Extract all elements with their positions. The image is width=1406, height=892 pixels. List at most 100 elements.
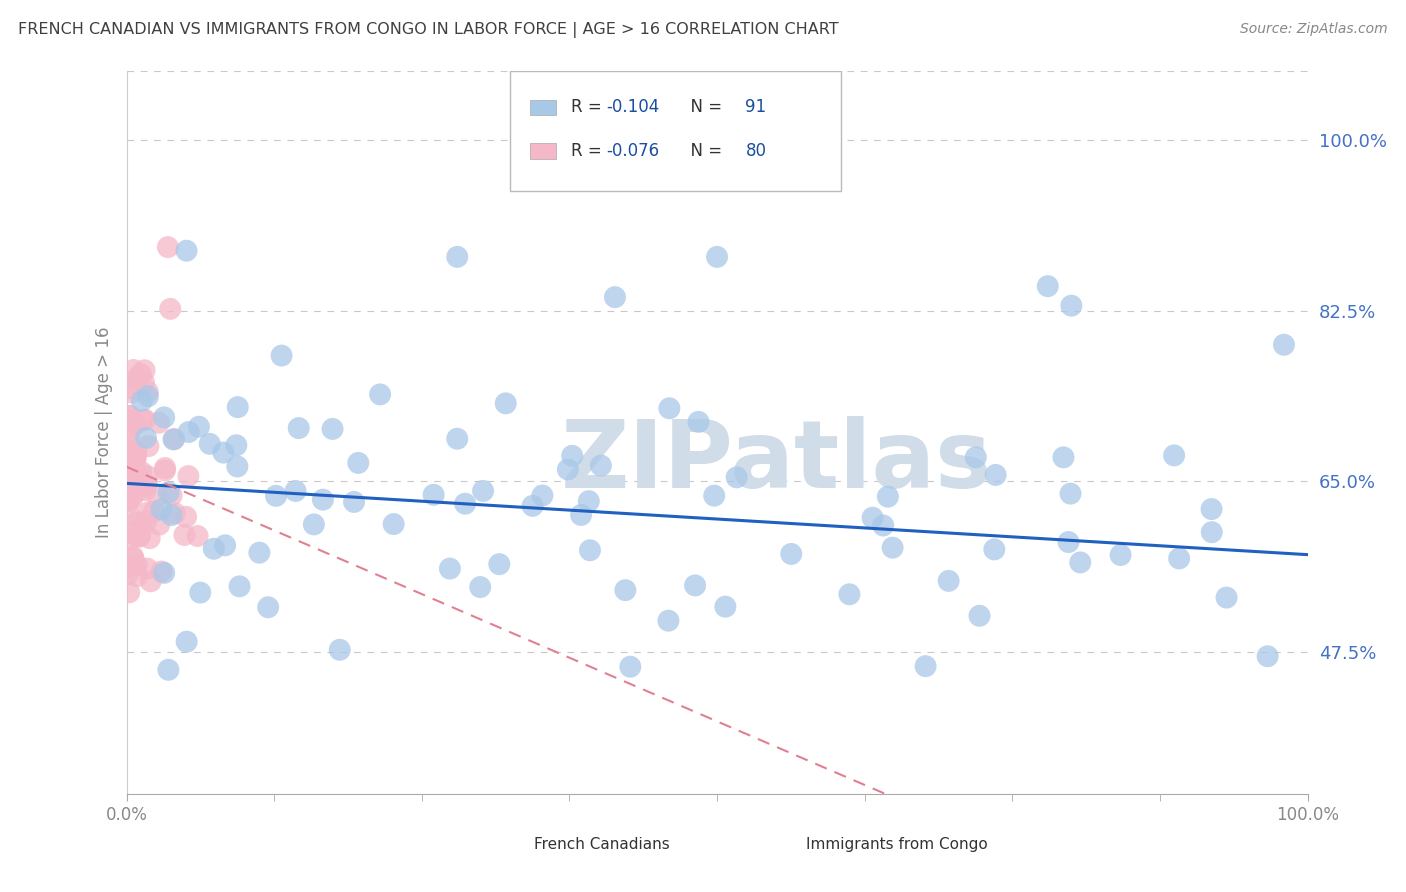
Point <box>619 659 641 673</box>
Point <box>1168 551 1191 566</box>
Point <box>264 489 287 503</box>
Point <box>125 515 148 529</box>
Point <box>472 483 495 498</box>
Point <box>454 497 477 511</box>
Point <box>134 483 156 497</box>
Text: -0.076: -0.076 <box>606 142 659 160</box>
Point <box>176 634 198 648</box>
Point <box>1201 525 1223 540</box>
Point <box>118 533 141 547</box>
Point <box>882 541 904 555</box>
Point <box>132 412 155 426</box>
Point <box>247 546 270 560</box>
Point <box>136 469 159 483</box>
Text: Source: ZipAtlas.com: Source: ZipAtlas.com <box>1240 22 1388 37</box>
Y-axis label: In Labor Force | Age > 16: In Labor Force | Age > 16 <box>94 326 112 539</box>
Point <box>118 494 141 508</box>
Point <box>143 504 166 518</box>
Point <box>118 425 141 439</box>
Point <box>938 574 960 588</box>
Point <box>173 528 195 542</box>
Point <box>118 559 141 574</box>
Point <box>153 410 176 425</box>
Point <box>1272 337 1295 351</box>
Point <box>121 467 143 482</box>
Point <box>125 372 148 386</box>
Point <box>188 585 211 599</box>
FancyBboxPatch shape <box>486 834 522 855</box>
Point <box>1109 548 1132 562</box>
Point <box>139 574 162 589</box>
Point <box>122 551 145 566</box>
Point <box>1257 649 1279 664</box>
Point <box>703 489 725 503</box>
Text: FRENCH CANADIAN VS IMMIGRANTS FROM CONGO IN LABOR FORCE | AGE > 16 CORRELATION C: FRENCH CANADIAN VS IMMIGRANTS FROM CONGO… <box>18 22 839 38</box>
Text: ZIPatlas: ZIPatlas <box>561 416 991 508</box>
FancyBboxPatch shape <box>530 143 557 159</box>
Point <box>1059 486 1081 500</box>
Point <box>136 384 159 399</box>
Text: R =: R = <box>571 98 606 117</box>
Point <box>131 520 153 534</box>
Point <box>121 446 143 460</box>
Point <box>125 450 148 464</box>
Point <box>136 561 159 575</box>
Point <box>589 458 612 473</box>
Point <box>131 465 153 479</box>
Point <box>127 484 149 499</box>
Point <box>118 452 141 467</box>
Point <box>1036 279 1059 293</box>
Point <box>343 495 366 509</box>
Point <box>135 477 157 491</box>
Point <box>439 561 461 575</box>
Point <box>162 433 184 447</box>
Point <box>983 542 1005 557</box>
FancyBboxPatch shape <box>758 834 794 855</box>
Point <box>174 509 197 524</box>
Point <box>163 432 186 446</box>
Point <box>124 417 146 431</box>
Point <box>569 508 592 522</box>
Point <box>138 439 160 453</box>
Point <box>270 349 292 363</box>
Point <box>302 517 325 532</box>
Point <box>914 659 936 673</box>
Point <box>187 419 209 434</box>
FancyBboxPatch shape <box>510 71 841 191</box>
Point <box>1060 299 1083 313</box>
Point <box>118 413 141 427</box>
Point <box>118 475 141 490</box>
Point <box>495 396 517 410</box>
Point <box>284 483 307 498</box>
Point <box>872 518 894 533</box>
Point <box>125 529 148 543</box>
Point <box>163 506 186 520</box>
Point <box>148 517 170 532</box>
Point <box>228 579 250 593</box>
Point <box>658 401 681 416</box>
Point <box>1069 556 1091 570</box>
Point <box>531 488 554 502</box>
Point <box>118 469 141 483</box>
Point <box>118 444 141 458</box>
Point <box>177 469 200 483</box>
Point <box>488 557 510 571</box>
Point <box>1057 535 1080 549</box>
Point <box>118 432 141 446</box>
Point <box>578 494 600 508</box>
Point <box>118 409 141 423</box>
Point <box>125 445 148 459</box>
Point <box>160 488 183 502</box>
Point <box>157 485 180 500</box>
Point <box>347 456 370 470</box>
Point <box>118 585 141 599</box>
Point <box>159 301 181 316</box>
Point <box>725 470 748 484</box>
Point <box>714 599 737 614</box>
Point <box>579 543 602 558</box>
Point <box>984 467 1007 482</box>
Point <box>965 450 987 465</box>
Point <box>148 416 170 430</box>
Point <box>120 463 142 477</box>
Point <box>121 455 143 469</box>
